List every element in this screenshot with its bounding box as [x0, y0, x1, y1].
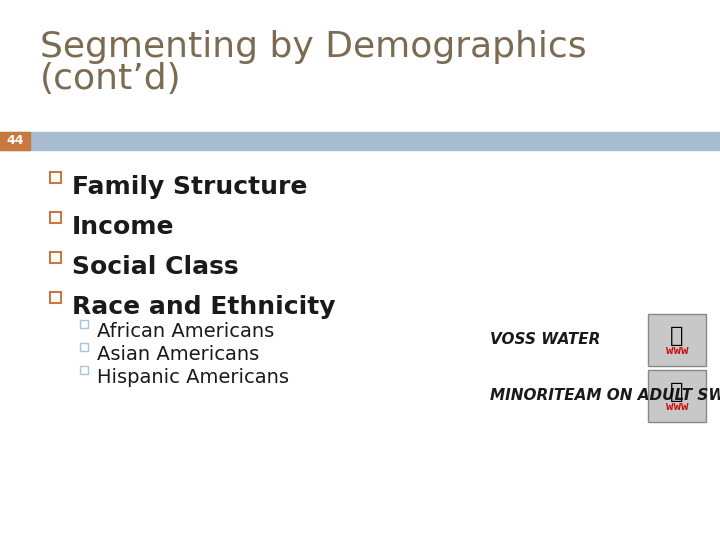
Text: 🌐: 🌐 — [670, 326, 684, 346]
Bar — [50, 292, 61, 303]
Bar — [80, 343, 88, 351]
Bar — [50, 212, 61, 223]
Text: Income: Income — [72, 215, 174, 239]
Text: Segmenting by Demographics: Segmenting by Demographics — [40, 30, 587, 64]
Text: (cont’d): (cont’d) — [40, 62, 181, 96]
Bar — [648, 370, 706, 422]
Bar — [648, 314, 706, 366]
Text: Social Class: Social Class — [72, 255, 238, 279]
Text: 🌐: 🌐 — [670, 382, 684, 402]
Text: Family Structure: Family Structure — [72, 175, 307, 199]
Bar — [50, 172, 61, 183]
Text: www: www — [666, 400, 688, 413]
Bar — [80, 366, 88, 374]
Text: 44: 44 — [6, 134, 24, 147]
Text: African Americans: African Americans — [97, 322, 274, 341]
Text: VOSS WATER: VOSS WATER — [490, 333, 600, 348]
Text: MINORITEAM ON ADULT SWIM: MINORITEAM ON ADULT SWIM — [490, 388, 720, 402]
Bar — [0, 132, 30, 150]
Text: Race and Ethnicity: Race and Ethnicity — [72, 295, 336, 319]
Bar — [50, 252, 61, 263]
Text: Hispanic Americans: Hispanic Americans — [97, 368, 289, 387]
Bar — [0, 132, 720, 150]
Text: www: www — [666, 343, 688, 356]
Text: Asian Americans: Asian Americans — [97, 345, 259, 364]
Bar — [80, 320, 88, 328]
